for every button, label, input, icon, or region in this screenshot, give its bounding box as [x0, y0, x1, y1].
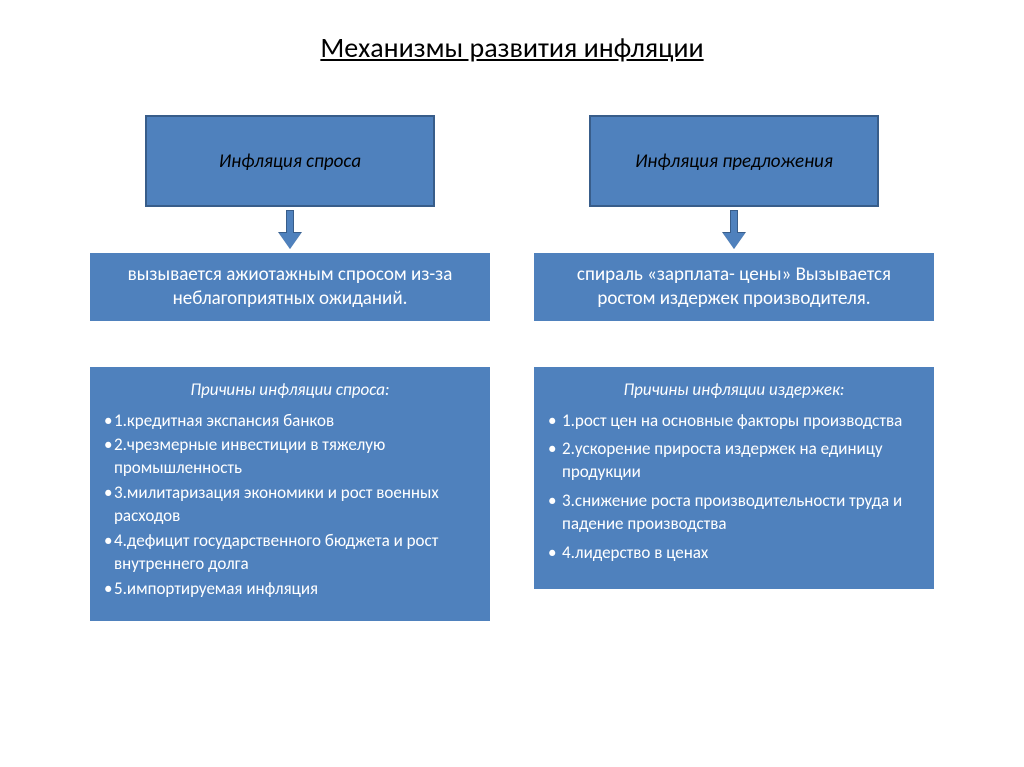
right-causes-box: Причины инфляции издержек: 1.рост цен на…: [534, 367, 934, 590]
list-item: 2.чрезмерные инвестиции в тяжелую промыш…: [104, 434, 476, 480]
page-title: Механизмы развития инфляции: [0, 0, 1024, 65]
right-desc-box: спираль «зарплата- цены» Вызывается рост…: [534, 253, 934, 321]
right-header-box: Инфляция предложения: [589, 115, 879, 207]
list-item: 4.дефицит государственного бюджета и рос…: [104, 530, 476, 576]
left-header-text: Инфляция спроса: [219, 150, 361, 173]
right-desc-text: спираль «зарплата- цены» Вызывается рост…: [577, 263, 891, 310]
left-column: Инфляция спроса вызывается ажиотажным сп…: [90, 115, 490, 621]
list-item: 4.лидерство в ценах: [548, 542, 920, 565]
left-causes-title: Причины инфляции спроса:: [104, 379, 476, 400]
right-causes-title: Причины инфляции издержек:: [548, 379, 920, 400]
list-item: 3.милитаризация экономики и рост военных…: [104, 482, 476, 528]
list-item: 1.рост цен на основные факторы производс…: [548, 410, 920, 433]
list-item: 3.снижение роста производительности труд…: [548, 490, 920, 536]
left-causes-list: 1.кредитная экспансия банков 2.чрезмерны…: [104, 410, 476, 602]
list-item: 5.импортируемая инфляция: [104, 578, 476, 601]
right-causes-list: 1.рост цен на основные факторы производс…: [548, 410, 920, 566]
columns-container: Инфляция спроса вызывается ажиотажным сп…: [0, 115, 1024, 621]
right-column: Инфляция предложения спираль «зарплата- …: [534, 115, 934, 621]
left-header-box: Инфляция спроса: [145, 115, 435, 207]
right-arrow: [723, 207, 745, 253]
left-desc-text: вызывается ажиотажным спросом из-за небл…: [128, 263, 453, 310]
left-causes-box: Причины инфляции спроса: 1.кредитная экс…: [90, 367, 490, 622]
left-desc-box: вызывается ажиотажным спросом из-за небл…: [90, 253, 490, 321]
list-item: 1.кредитная экспансия банков: [104, 410, 476, 433]
right-header-text: Инфляция предложения: [635, 150, 833, 173]
left-arrow: [279, 207, 301, 253]
list-item: 2.ускорение прироста издержек на единицу…: [548, 438, 920, 484]
